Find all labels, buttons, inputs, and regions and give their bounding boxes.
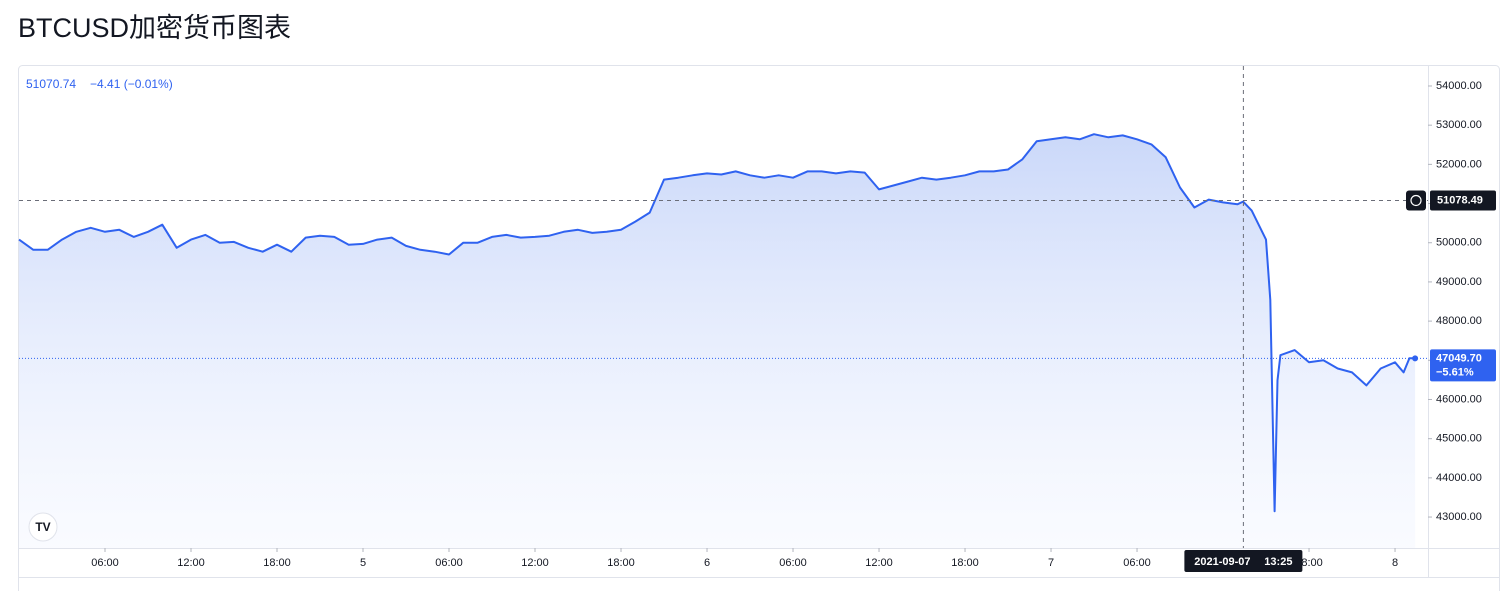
crosshair-price-box: [1430, 190, 1496, 211]
x-tick-label: 12:00: [177, 557, 205, 569]
crosshair-date: 2021-09-07: [1194, 556, 1250, 568]
area-fill: [19, 134, 1416, 548]
alarm-icon: [1406, 190, 1426, 211]
y-tick-label: 53000.00: [1436, 119, 1482, 131]
header-last: 51070.74: [26, 77, 76, 91]
y-tick-label: 46000.00: [1436, 393, 1482, 405]
y-tick-label: 45000.00: [1436, 433, 1482, 445]
y-tick-label: 44000.00: [1436, 472, 1482, 484]
x-tick-label: 06:00: [1123, 557, 1151, 569]
y-tick-label: 48000.00: [1436, 315, 1482, 327]
last-price-box: [1430, 349, 1496, 382]
last-price-label: 47049.70: [1436, 352, 1482, 364]
x-tick-label: 18:00: [263, 557, 291, 569]
header-change: −4.41 (−0.01%): [90, 77, 173, 91]
logo: TV: [28, 512, 58, 542]
x-tick-label: 06:00: [91, 557, 119, 569]
y-tick-label: 50000.00: [1436, 237, 1482, 249]
x-tick-label: 12:00: [521, 557, 549, 569]
x-tick-label: 6: [704, 557, 710, 569]
y-tick-label: 49000.00: [1436, 276, 1482, 288]
x-tick-label: 06:00: [435, 557, 463, 569]
x-tick-label: 8: [1392, 557, 1398, 569]
y-tick-label: 43000.00: [1436, 511, 1482, 523]
x-tick-label: 7: [1048, 557, 1054, 569]
plot: [18, 133, 1419, 548]
last-point: [1412, 355, 1419, 362]
chart-title: BTCUSD加密货币图表: [18, 13, 291, 43]
crosshair-time: 13:25: [1264, 556, 1292, 568]
crosshair-price-label: 51078.49: [1437, 194, 1483, 206]
crosshair-time-box: [1184, 550, 1303, 572]
x-tick-label: 06:00: [779, 557, 807, 569]
y-tick-label: 52000.00: [1436, 158, 1482, 170]
last-price-change: −5.61%: [1436, 366, 1474, 378]
y-tick-label: 54000.00: [1436, 80, 1482, 92]
x-tick-label: 5: [360, 557, 366, 569]
price-line: [18, 133, 1416, 513]
alarm-icon-ring: [1410, 194, 1422, 207]
x-tick-label: 18:00: [951, 557, 979, 569]
x-tick-label: 18:00: [607, 557, 635, 569]
svg-text:TV: TV: [35, 520, 50, 534]
x-tick-label: 12:00: [865, 557, 893, 569]
